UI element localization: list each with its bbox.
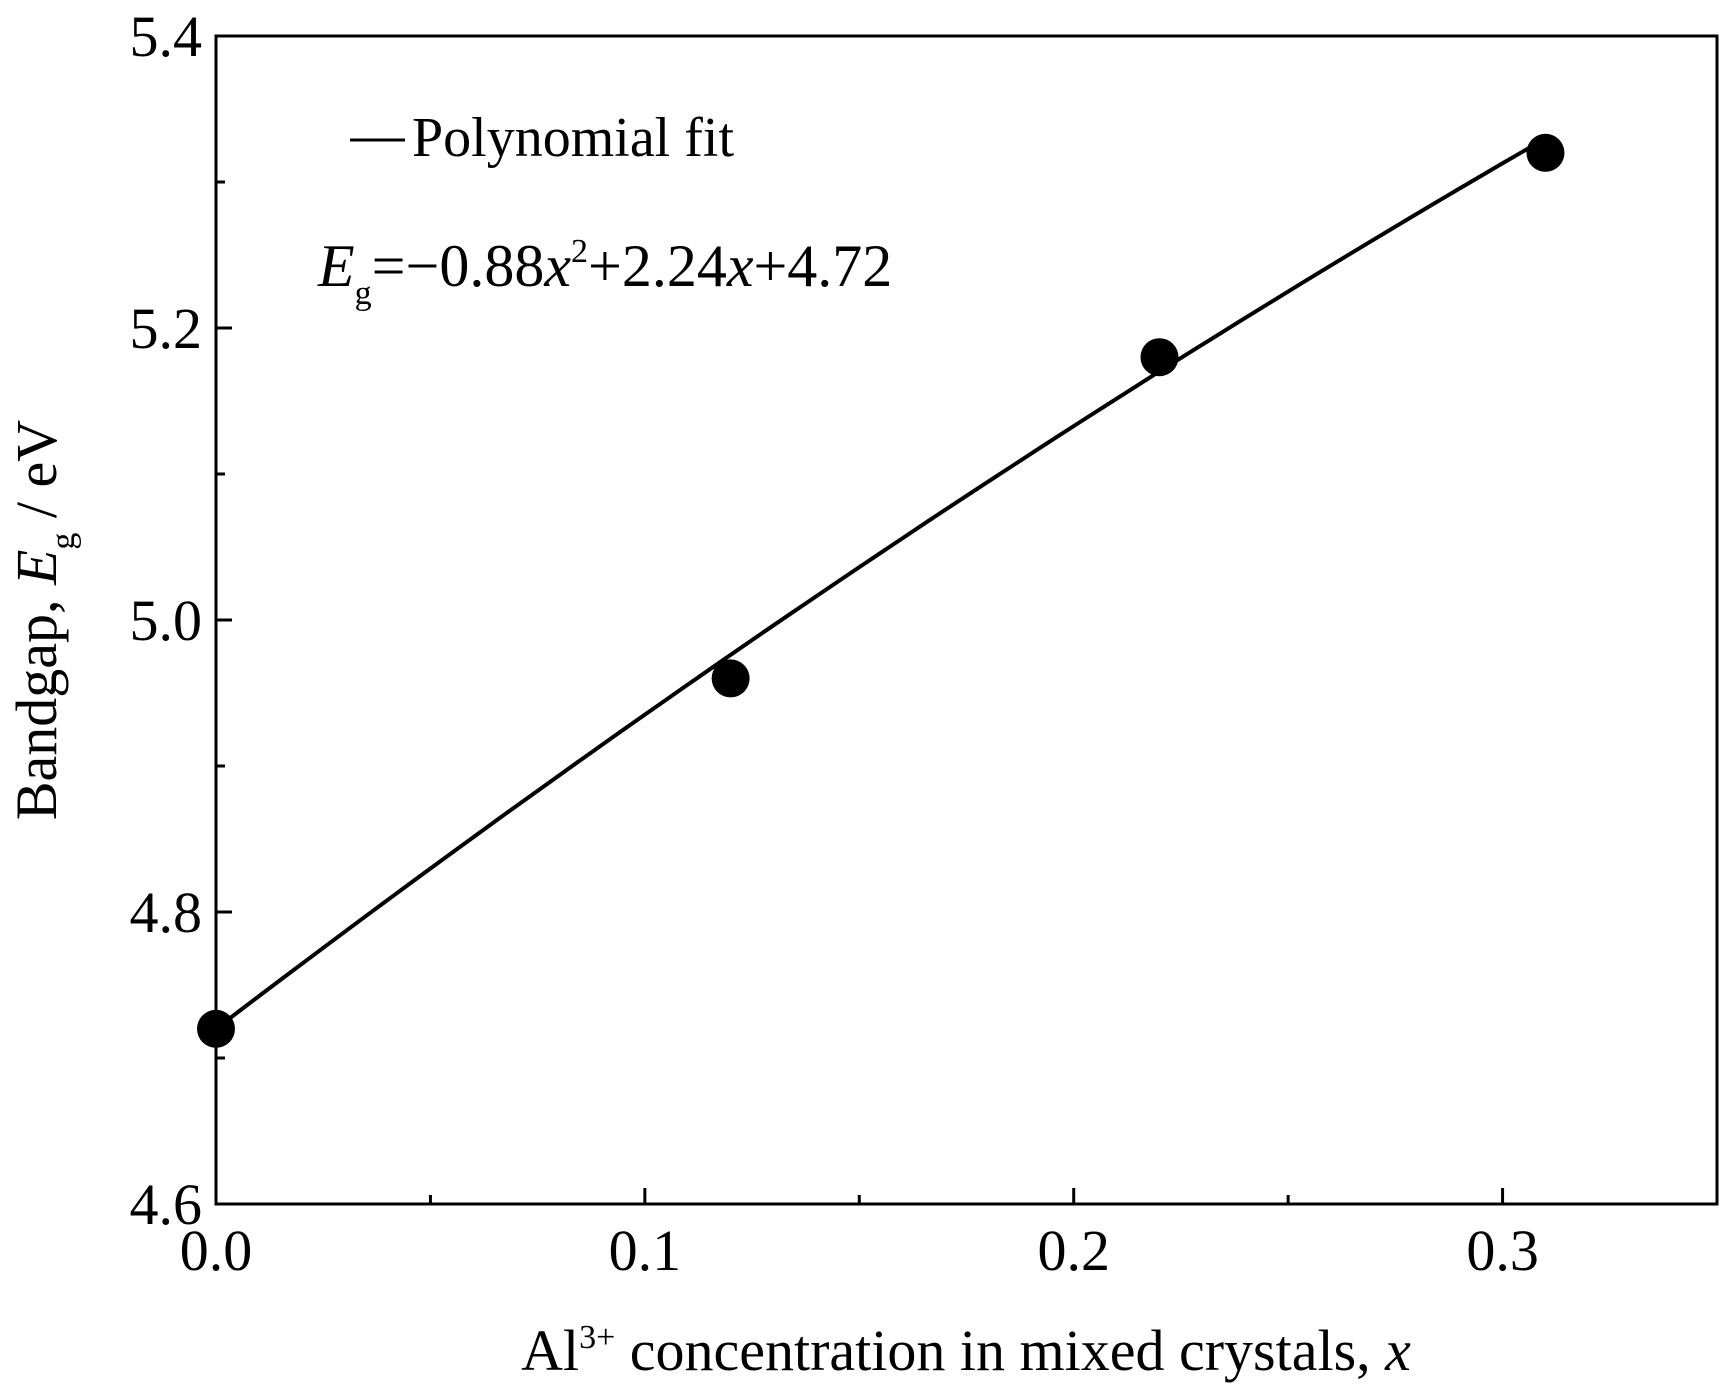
y-tick-label: 4.6 [130,1172,203,1237]
legend: Polynomial fit [350,107,734,169]
x-tick-label: 0.2 [1037,1218,1110,1283]
polynomial-fit-line [214,136,1547,1031]
x-tick-label: 0.0 [180,1218,253,1283]
y-tick-label: 4.8 [130,880,203,945]
x-axis-title: Al3+ concentration in mixed crystals, x [521,1318,1411,1383]
y-axis-title: Bandgap, Eg / eV [4,420,82,820]
data-point [711,659,750,698]
legend-label: Polynomial fit [412,107,734,169]
y-tick-label: 5.0 [130,588,203,653]
data-points [197,133,1565,1048]
tick-labels: 0.0 0.1 0.2 0.3 4.6 4.8 5.0 5.2 5.4 [130,4,1539,1283]
x-tick-label: 0.1 [609,1218,682,1283]
fit-equation: Eg=−0.88x2+2.24x+4.72 [317,233,892,312]
data-point [1526,133,1565,172]
x-tick-label: 0.3 [1466,1218,1539,1283]
axis-ticks [214,34,1505,1206]
y-tick-label: 5.4 [130,4,203,69]
data-point [1140,338,1179,377]
data-point [197,1009,235,1048]
y-tick-label: 5.2 [130,296,203,361]
plot-frame [214,34,1719,1206]
